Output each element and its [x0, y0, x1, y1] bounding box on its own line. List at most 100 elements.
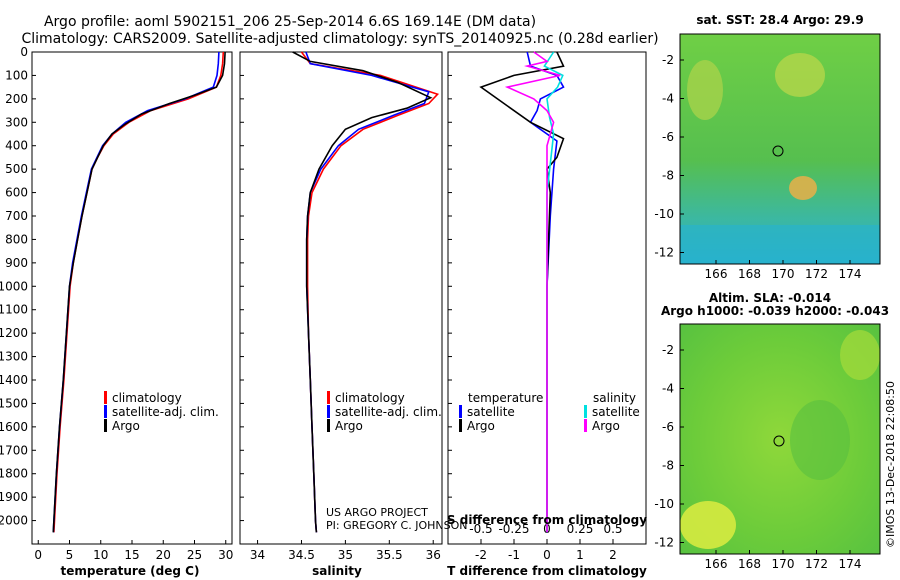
legend-swatch-satellite — [327, 405, 330, 418]
map-lat-label: -4 — [662, 92, 674, 106]
map-lon-label: 170 — [772, 267, 795, 281]
x-tick-label: 2 — [609, 548, 617, 562]
salinity-legend: climatology satellite-adj. clim. Argo — [327, 391, 442, 433]
imos-watermark: ©IMOS 13-Dec-2018 22:08:50 — [884, 381, 897, 548]
legend-label-climatology: climatology — [335, 391, 405, 405]
legend-label-climatology: climatology — [112, 391, 182, 405]
depth-tick-label: 1300 — [0, 350, 28, 364]
sst-map-title: sat. SST: 28.4 Argo: 29.9 — [696, 13, 863, 27]
sla-high-patch — [840, 330, 880, 380]
temperature-x-axis: 0 5 10 15 20 25 30 — [34, 540, 233, 562]
legend-swatch-argo — [104, 419, 107, 432]
temperature-series — [52, 51, 226, 533]
x-tick-label: 20 — [156, 548, 171, 562]
series-line-salinity-argo — [504, 51, 561, 533]
legend-swatch-s-argo — [584, 419, 587, 432]
salinity-panel-frame — [239, 51, 443, 545]
x-tick-label: -0.25 — [498, 522, 529, 536]
series-line-satellite-adj-clim- — [305, 51, 430, 533]
legend-swatch-t-argo — [459, 419, 462, 432]
sla-map-frame — [679, 323, 881, 555]
series-line-climatology — [300, 51, 440, 533]
temperature-legend: climatology satellite-adj. clim. Argo — [104, 391, 219, 433]
x-tick-label: 34 — [250, 548, 265, 562]
salinity-axis-label: salinity — [312, 564, 362, 578]
map-lon-label: 174 — [839, 267, 862, 281]
salinity-series — [292, 51, 440, 533]
credit-pi: PI: GREGORY C. JOHNSON — [326, 519, 467, 532]
depth-tick-label: 1900 — [0, 490, 28, 504]
map-lat-label: -12 — [654, 246, 674, 260]
x-tick-label: 35.5 — [376, 548, 403, 562]
map-lat-label: -2 — [662, 343, 674, 357]
depth-tick-label: 700 — [5, 209, 28, 223]
legend-label-t-satellite: satellite — [467, 405, 515, 419]
legend-label-satellite: satellite-adj. clim. — [112, 405, 219, 419]
x-tick-label: 0 — [34, 548, 42, 562]
sla-map — [679, 323, 881, 555]
legend-swatch-satellite — [104, 405, 107, 418]
legend-swatch-climatology — [104, 391, 107, 404]
map-lon-label: 166 — [705, 267, 728, 281]
depth-tick-label: 1100 — [0, 303, 28, 317]
series-line-climatology — [53, 51, 225, 533]
argo-location-marker — [773, 435, 785, 447]
sla-map-title-2: Argo h1000: -0.039 h2000: -0.043 — [661, 304, 889, 318]
depth-tick-label: 1500 — [0, 396, 28, 410]
depth-tick-label: 100 — [5, 68, 28, 82]
x-tick-label: 15 — [124, 548, 139, 562]
legend-swatch-argo — [327, 419, 330, 432]
x-tick-label: 0.25 — [567, 522, 594, 536]
x-tick-label: 0 — [543, 548, 551, 562]
series-line-satellite-adj-clim- — [52, 51, 220, 533]
sst-map — [679, 33, 881, 265]
series-line-argo — [292, 51, 433, 533]
depth-tick-label: 1600 — [0, 420, 28, 434]
x-tick-label: 35 — [338, 548, 353, 562]
x-tick-label: 10 — [93, 548, 108, 562]
map-lon-label: 170 — [772, 557, 795, 571]
depth-tick-label: 2000 — [0, 514, 28, 528]
x-tick-label: -0.5 — [469, 522, 492, 536]
depth-tick-label: 800 — [5, 232, 28, 246]
difference-legend: temperature satellite Argo salinity sate… — [459, 391, 640, 433]
legend-swatch-t-satellite — [459, 405, 462, 418]
sst-cool-band — [680, 225, 880, 264]
map-lat-label: -4 — [662, 382, 674, 396]
s-difference-axis-label: S difference from climatology — [447, 513, 647, 527]
depth-tick-label: 400 — [5, 139, 28, 153]
temperature-axis-label: temperature (deg C) — [61, 564, 200, 578]
depth-tick-label: 1000 — [0, 279, 28, 293]
argo-location-marker — [772, 145, 784, 157]
map-lon-label: 172 — [805, 557, 828, 571]
sst-map-frame — [679, 33, 881, 265]
depth-tick-label: 1800 — [0, 467, 28, 481]
series-line-temperature-argo — [479, 51, 565, 533]
depth-tick-label: 1200 — [0, 326, 28, 340]
map-lon-label: 168 — [738, 267, 761, 281]
title-line-2: Climatology: CARS2009. Satellite-adjuste… — [21, 31, 658, 47]
salinity-x-axis: 34 34.5 35 35.5 36 — [250, 540, 441, 562]
legend-title-salinity: salinity — [593, 391, 636, 405]
map-lat-label: -6 — [662, 130, 674, 144]
x-tick-label: 1 — [576, 548, 584, 562]
depth-axis: 0 100 200 300 400 500 600 700 800 900 1000 1100 1200… — [0, 45, 452, 528]
legend-swatch-climatology — [327, 391, 330, 404]
series-line-argo — [52, 51, 226, 533]
x-tick-label: 0.5 — [603, 522, 622, 536]
x-tick-label: 36 — [426, 548, 441, 562]
difference-series — [479, 51, 565, 533]
map-lat-label: -10 — [654, 207, 674, 221]
sst-warm-patch — [687, 60, 723, 120]
temperature-panel-frame — [31, 51, 233, 545]
map-lon-label: 166 — [705, 557, 728, 571]
map-lon-label: 168 — [738, 557, 761, 571]
sst-warm-patch — [775, 53, 825, 97]
legend-label-t-argo: Argo — [467, 419, 495, 433]
map-lat-label: -2 — [662, 53, 674, 67]
legend-label-argo: Argo — [335, 419, 363, 433]
depth-tick-label: 500 — [5, 162, 28, 176]
legend-label-s-argo: Argo — [592, 419, 620, 433]
map-lat-label: -12 — [654, 536, 674, 550]
